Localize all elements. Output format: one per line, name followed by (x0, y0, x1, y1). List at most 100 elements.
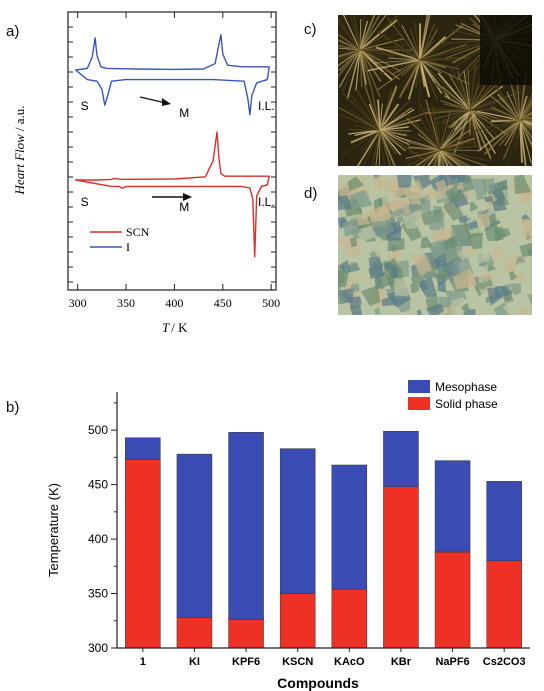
crystal-domain (416, 309, 423, 315)
crystal-fiber (504, 119, 521, 147)
crystal-fiber (379, 108, 415, 131)
bar-chart: 300 350 400 450 500 1 KI KPF6 KSCN KAcO KBr NaPF6 Cs… (46, 380, 530, 691)
crystal-fiber (469, 99, 508, 111)
crystal-fiber (472, 119, 521, 133)
crystal-fiber (419, 22, 436, 61)
crystal-fiber (519, 107, 532, 121)
crystal-fiber (463, 70, 471, 111)
crystal-fiber (359, 49, 363, 88)
crystal-fiber (359, 15, 387, 51)
crystal-fiber (439, 149, 444, 166)
crystal-fiber (519, 102, 532, 121)
crystal-fiber (469, 85, 504, 111)
dsc-legend: SCN I (90, 225, 150, 254)
panel-a-label: a) (6, 23, 19, 40)
crystal-domain (357, 223, 377, 243)
crystal-fiber (419, 59, 426, 88)
crystal-fiber (379, 126, 409, 131)
crystal-domain (494, 228, 511, 241)
crystal-fiber (405, 149, 441, 160)
crystal-domain (513, 271, 524, 283)
crystal-domain (494, 286, 511, 300)
crystal-fiber (519, 119, 532, 132)
phase-label-il: I.L. (258, 99, 275, 113)
crystal-domain (444, 185, 464, 205)
crystal-domain (478, 275, 485, 284)
crystal-fiber (469, 109, 508, 136)
crystal-fiber (377, 30, 421, 61)
crystal-fiber (359, 45, 406, 51)
crystal-domain (426, 211, 445, 231)
crystal-fiber (491, 106, 521, 121)
dsc-curve-scn (75, 131, 270, 258)
crystal-fiber (370, 85, 381, 131)
crystal-fiber (338, 20, 361, 51)
bar-y-tick-label-450: 450 (88, 478, 108, 492)
crystal-domain (338, 234, 345, 242)
crystal-fiber (358, 129, 381, 151)
crystal-fiber (338, 15, 361, 51)
crystal-fiber (341, 49, 361, 93)
crystal-fiber (439, 149, 487, 166)
crystal-fiber (477, 119, 521, 152)
crystal-domain (369, 250, 378, 259)
crystal-fiber (359, 49, 402, 66)
crystal-domain (437, 226, 457, 242)
crystal-fiber (469, 109, 496, 155)
bar-y-tick-label-350: 350 (88, 587, 108, 601)
bar-y-tick-label-400: 400 (88, 532, 108, 546)
crystal-fiber (439, 149, 461, 166)
crystal-domain (368, 256, 385, 279)
crystal-fiber (454, 109, 471, 131)
crystal-fiber (379, 129, 408, 137)
crystal-domain (380, 175, 393, 182)
crystal-domain (403, 179, 427, 200)
crystal-fiber (350, 94, 381, 131)
crystal-fiber (359, 49, 382, 83)
crystal-domain (504, 263, 516, 274)
crystal-fiber (439, 149, 455, 166)
crystal-domain (390, 185, 407, 199)
dsc-plot: 300 350 400 450 500 S M I.L.S M I.L. SCN I T / K … (12, 11, 280, 335)
x-tick-label-350: 350 (117, 296, 135, 310)
crystal-fiber (484, 118, 521, 121)
crystal-fiber (519, 116, 532, 121)
legend-label-solid-phase: Solid phase (435, 397, 498, 411)
crystal-fiber (419, 59, 439, 101)
crystal-fiber (377, 59, 421, 91)
crystal-fiber (359, 34, 386, 51)
crystal-fiber (467, 69, 471, 111)
crystal-domain (467, 219, 479, 230)
crystal-domain (389, 265, 399, 278)
bar-y-tick-label-300: 300 (88, 641, 108, 655)
crystal-domain (350, 283, 360, 293)
panel-d-label: d) (304, 185, 317, 202)
micrograph-d (338, 175, 532, 315)
crystal-domain (338, 287, 346, 305)
crystal-domain (419, 279, 429, 291)
crystal-domain (343, 218, 363, 237)
bar-x-tick-label-kscn: KSCN (282, 656, 313, 668)
crystal-domain (457, 215, 468, 224)
crystal-fiber (419, 59, 447, 69)
legend-label-scn: SCN (126, 225, 150, 239)
crystal-fiber (506, 91, 521, 121)
crystal-fiber (386, 17, 421, 61)
crystal-fiber (483, 119, 521, 156)
crystal-fiber (519, 112, 532, 121)
crystal-fiber (338, 49, 361, 88)
crystal-fiber (417, 99, 441, 151)
crystal-fiber (434, 109, 471, 120)
crystal-domain (514, 175, 531, 194)
x-tick-label-300: 300 (69, 296, 87, 310)
crystal-domain (437, 266, 451, 280)
crystal-fiber (367, 59, 421, 72)
crystal-fiber (338, 33, 361, 51)
legend-swatch-mesophase (408, 380, 430, 393)
crystal-domain (396, 175, 412, 188)
crystal-fiber (439, 117, 445, 151)
crystal-domain (478, 288, 488, 296)
crystal-fiber (338, 106, 381, 131)
heating-arrow-bottom (152, 193, 192, 201)
dsc-ticks: 300 350 400 450 500 (68, 12, 280, 310)
